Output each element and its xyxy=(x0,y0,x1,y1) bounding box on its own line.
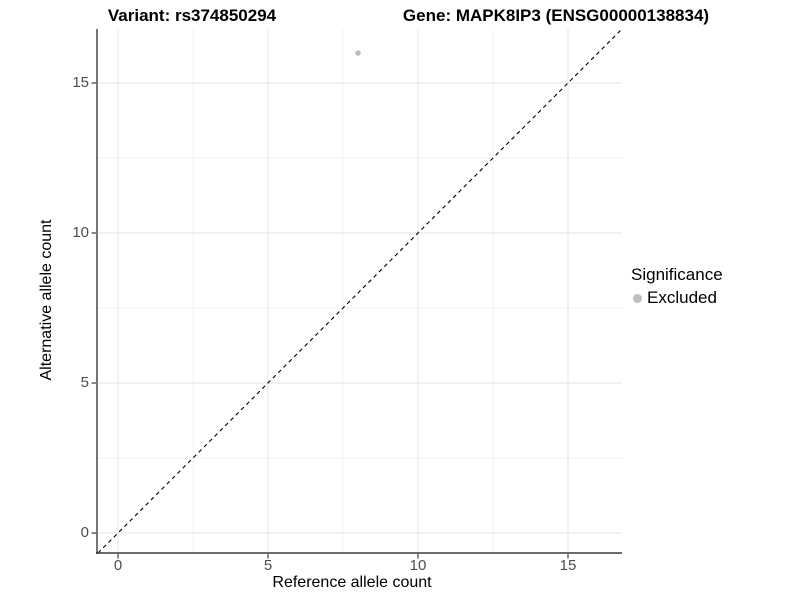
y-axis-title: Alternative allele count xyxy=(38,219,55,381)
x-tick-label-10: 10 xyxy=(409,557,427,574)
legend-entry-excluded: Excluded xyxy=(631,288,723,308)
legend-point-icon xyxy=(633,293,642,303)
y-tick-label-0: 0 xyxy=(80,524,89,541)
data-point xyxy=(355,50,361,56)
y-tick-label-15: 15 xyxy=(72,74,89,91)
plot-title-gene: Gene: MAPK8IP3 (ENSG00000138834) xyxy=(402,6,710,25)
y-tick-label-5: 5 xyxy=(80,374,89,391)
y-tick-label-10: 10 xyxy=(72,224,89,241)
legend: Significance Excluded xyxy=(631,265,723,308)
legend-title: Significance xyxy=(631,265,723,284)
plot-title-variant: Variant: rs374850294 xyxy=(107,6,277,25)
x-tick-label-5: 5 xyxy=(263,557,273,574)
x-axis-title: Reference allele count xyxy=(272,574,432,591)
legend-entry-label: Excluded xyxy=(647,288,717,307)
x-tick-label-0: 0 xyxy=(113,557,123,574)
identity-line xyxy=(97,28,623,554)
x-tick-label-15: 15 xyxy=(559,557,577,574)
